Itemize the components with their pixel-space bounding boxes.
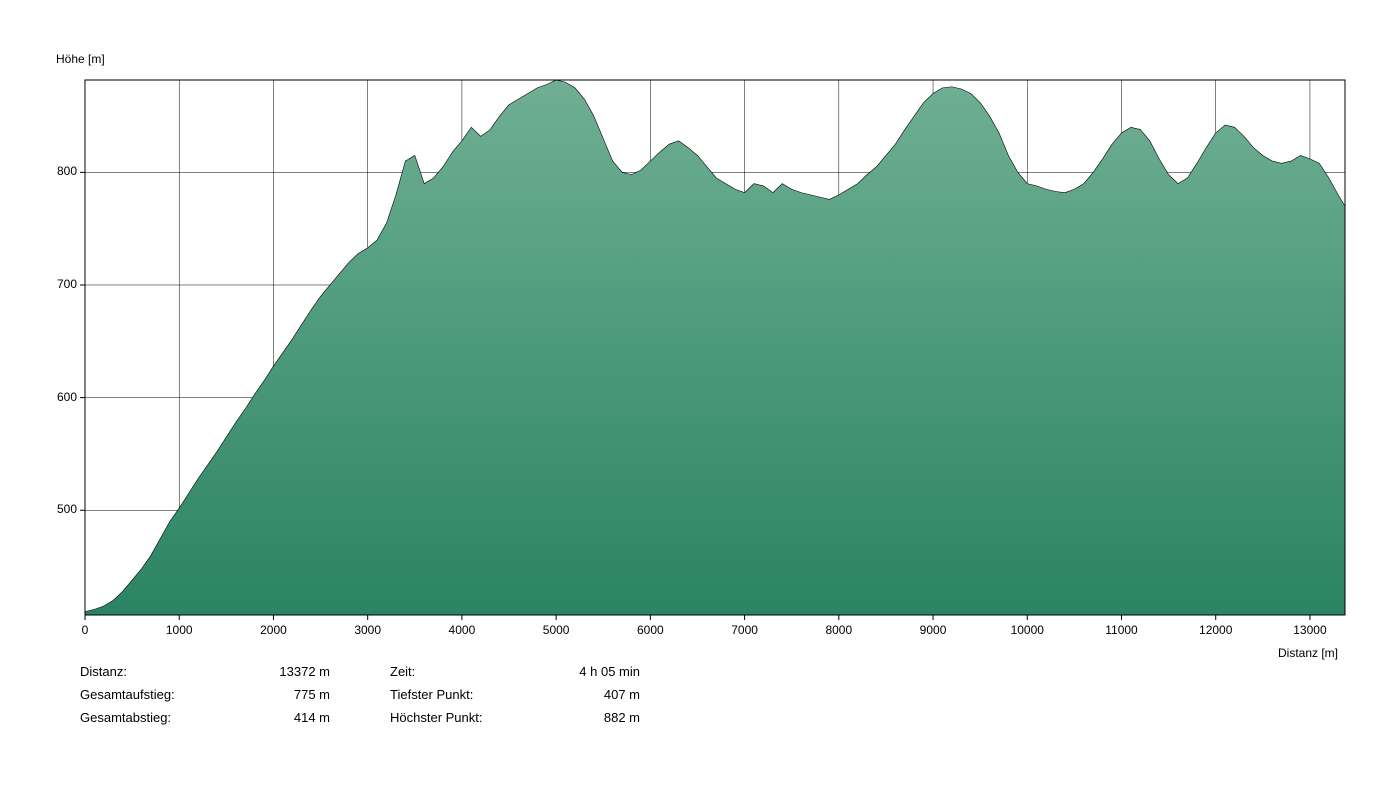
x-tick-label: 11000 [1096,623,1146,637]
x-tick-label: 8000 [814,623,864,637]
x-tick-label: 12000 [1191,623,1241,637]
stat-label: Gesamtaufstieg: [80,683,220,706]
x-tick-label: 0 [60,623,110,637]
x-tick-label: 5000 [531,623,581,637]
stats-row: Distanz: 13372 m Zeit: 4 h 05 min [80,660,650,683]
y-tick-label: 800 [37,164,77,178]
x-tick-label: 4000 [437,623,487,637]
stats-row: Gesamtaufstieg: 775 m Tiefster Punkt: 40… [80,683,650,706]
x-tick-label: 10000 [1002,623,1052,637]
x-tick-label: 2000 [248,623,298,637]
stat-value: 414 m [220,706,340,729]
stat-value: 882 m [530,706,650,729]
x-tick-label: 6000 [625,623,675,637]
stats-block: Distanz: 13372 m Zeit: 4 h 05 min Gesamt… [80,660,650,729]
y-tick-label: 700 [37,277,77,291]
stat-label: Gesamtabstieg: [80,706,220,729]
x-tick-label: 1000 [154,623,204,637]
x-tick-label: 13000 [1285,623,1335,637]
stats-table: Distanz: 13372 m Zeit: 4 h 05 min Gesamt… [80,660,650,729]
stat-label: Zeit: [390,660,530,683]
stat-value: 13372 m [220,660,340,683]
x-tick-label: 7000 [720,623,770,637]
x-tick-label: 3000 [343,623,393,637]
stat-label: Tiefster Punkt: [390,683,530,706]
stat-value: 407 m [530,683,650,706]
stat-value: 4 h 05 min [530,660,650,683]
stats-row: Gesamtabstieg: 414 m Höchster Punkt: 882… [80,706,650,729]
y-tick-label: 500 [37,502,77,516]
stat-label: Höchster Punkt: [390,706,530,729]
x-tick-label: 9000 [908,623,958,637]
y-tick-label: 600 [37,390,77,404]
stat-label: Distanz: [80,660,220,683]
stat-value: 775 m [220,683,340,706]
elevation-chart-container: Höhe [m] Distanz [m] 500600700800 010002… [0,0,1400,800]
